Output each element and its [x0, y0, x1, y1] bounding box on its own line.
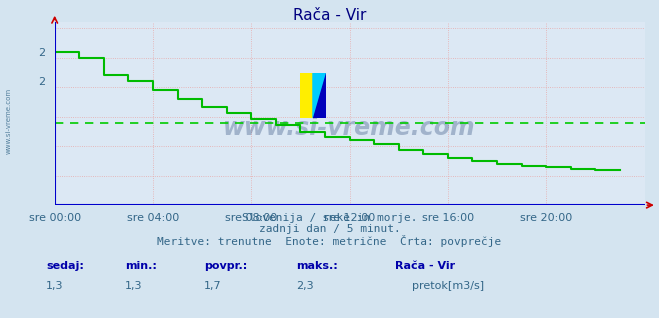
- Text: www.si-vreme.com: www.si-vreme.com: [223, 116, 476, 140]
- Text: maks.:: maks.:: [297, 261, 338, 271]
- Text: 1,3: 1,3: [46, 281, 64, 291]
- Bar: [313, 73, 326, 118]
- Polygon shape: [313, 73, 326, 118]
- Text: min.:: min.:: [125, 261, 157, 271]
- Text: www.si-vreme.com: www.si-vreme.com: [5, 88, 12, 154]
- Text: 1,7: 1,7: [204, 281, 222, 291]
- Bar: [300, 73, 313, 118]
- Polygon shape: [300, 73, 313, 118]
- Text: pretok[m3/s]: pretok[m3/s]: [412, 281, 484, 291]
- Text: 1,3: 1,3: [125, 281, 143, 291]
- Text: Slovenija / reke in morje.: Slovenija / reke in morje.: [242, 213, 417, 223]
- Text: 2,3: 2,3: [297, 281, 314, 291]
- Polygon shape: [313, 73, 326, 118]
- Text: zadnji dan / 5 minut.: zadnji dan / 5 minut.: [258, 224, 401, 234]
- Text: Rača - Vir: Rača - Vir: [293, 8, 366, 23]
- Text: sedaj:: sedaj:: [46, 261, 84, 271]
- Text: povpr.:: povpr.:: [204, 261, 248, 271]
- Text: Rača - Vir: Rača - Vir: [395, 261, 455, 271]
- Text: Meritve: trenutne  Enote: metrične  Črta: povprečje: Meritve: trenutne Enote: metrične Črta: …: [158, 235, 501, 247]
